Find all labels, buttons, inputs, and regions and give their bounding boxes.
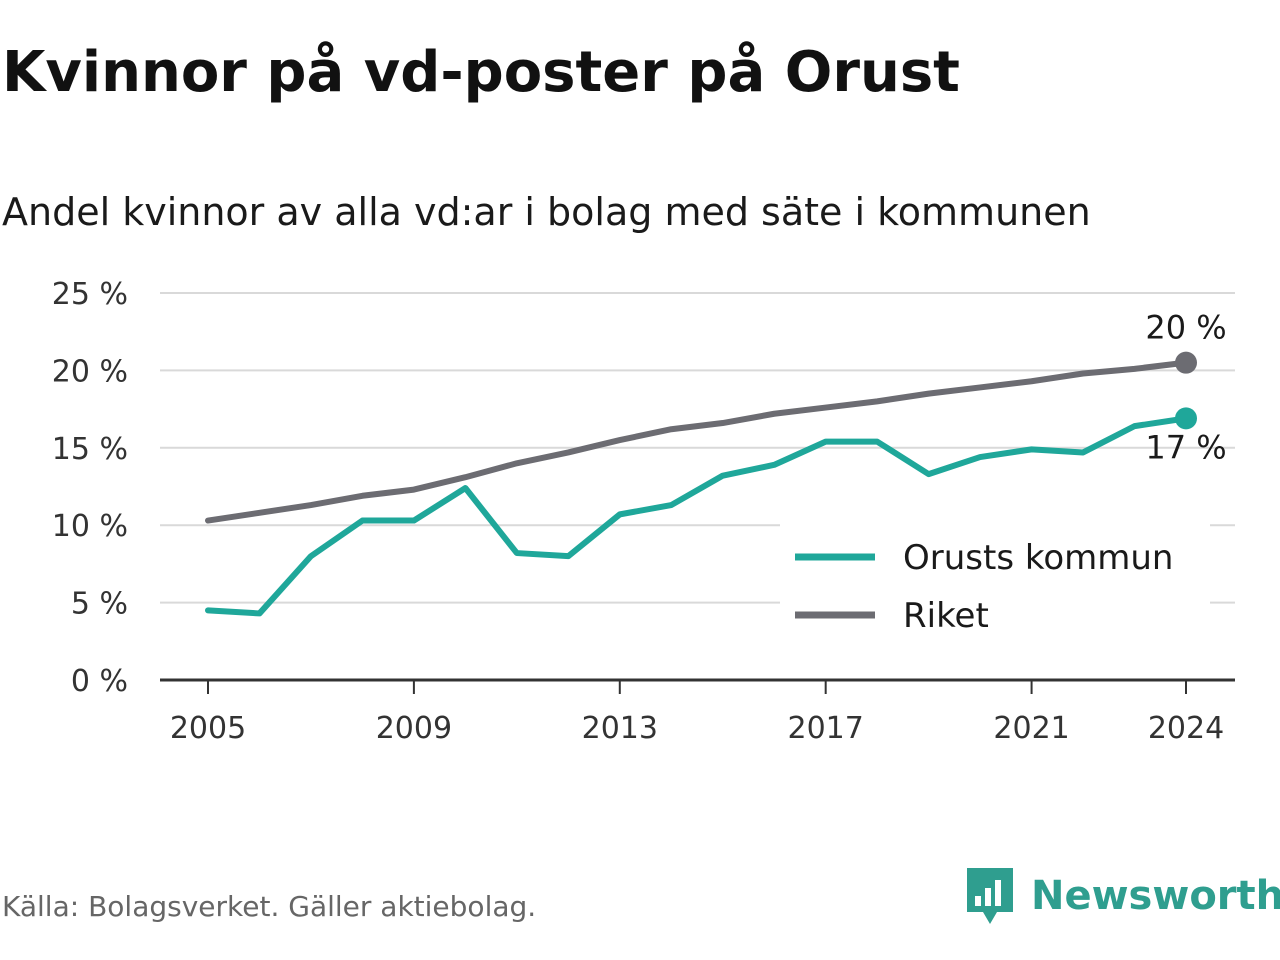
x-tick-label-2017: 2017: [788, 711, 864, 746]
chart-title: Kvinnor på vd-poster på Orust: [2, 40, 960, 105]
legend-label-1: Riket: [903, 596, 989, 636]
chart-subtitle: Andel kvinnor av alla vd:ar i bolag med …: [2, 190, 1091, 234]
brand-logo: Newsworthy: [965, 866, 1280, 926]
y-axis-ticks: 0 % 5 % 10 % 15 % 20 % 25 %: [52, 277, 128, 699]
legend-background: [780, 524, 1210, 644]
y-tick-label-25: 25 %: [52, 277, 128, 312]
series-end-label-0: 17 %: [1145, 428, 1226, 466]
x-tick-label-2024: 2024: [1148, 711, 1224, 746]
x-tick-label-2013: 2013: [582, 711, 658, 746]
legend-label-0: Orusts kommun: [903, 538, 1173, 578]
x-tick-label-2021: 2021: [993, 711, 1069, 746]
y-tick-label-5: 5 %: [71, 587, 128, 622]
brand-name: Newsworthy: [1031, 873, 1280, 919]
y-tick-label-10: 10 %: [52, 509, 128, 544]
x-tick-label-2009: 2009: [376, 711, 452, 746]
y-tick-label-15: 15 %: [52, 432, 128, 467]
series-end-point-0: [1175, 407, 1197, 430]
x-axis: 2005 2009 2013 2017 2021 2024: [160, 678, 1235, 746]
source-note: Källa: Bolagsverket. Gäller aktiebolag.: [2, 890, 537, 923]
legend: Orusts kommun Riket: [780, 524, 1210, 644]
series-lines: 20 % 17 %: [205, 309, 1227, 617]
y-tick-label-20: 20 %: [52, 354, 128, 389]
series-end-point-1: [1175, 351, 1197, 374]
series-line-0: [205, 415, 1189, 617]
series-line-1: [205, 359, 1189, 524]
series-end-label-1: 20 %: [1145, 309, 1226, 347]
newsworthy-logo-icon: [967, 868, 1013, 924]
x-tick-label-2005: 2005: [170, 711, 246, 746]
y-tick-label-0: 0 %: [71, 664, 128, 699]
